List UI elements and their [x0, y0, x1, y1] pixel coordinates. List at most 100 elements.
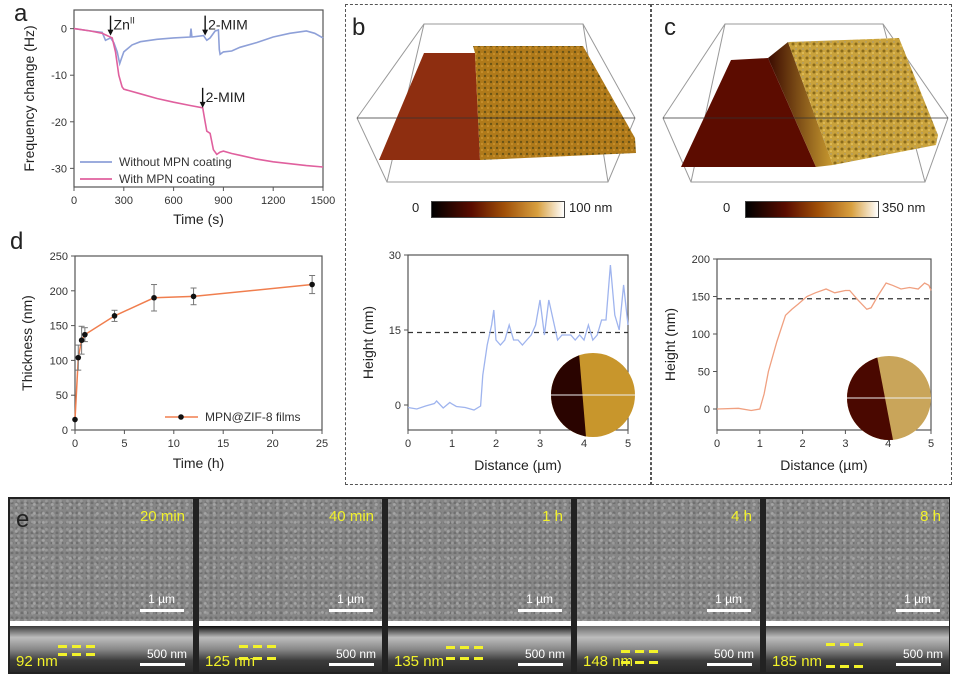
y-tick-label: -10 [51, 70, 67, 82]
series-line-0 [73, 27, 324, 67]
y-tick-label: 100 [692, 329, 710, 341]
chart-frequency-change: 0 300 600 900 1200 1500 0 -10 -20 -30 Time (s) Freq… [21, 9, 335, 227]
x-tick-label: 10 [168, 438, 180, 450]
y-tick-label: 15 [389, 325, 401, 337]
panel-label-d: d [10, 228, 24, 255]
thickness-marker-bottom [446, 657, 484, 660]
sem-top-view-image [577, 499, 760, 621]
x-tick-label: 0 [72, 438, 78, 450]
data-point [72, 416, 78, 423]
sem-top-view-image [766, 499, 949, 621]
series-line-0 [716, 282, 932, 412]
panel-label-e: e [16, 506, 30, 533]
plot-frame [73, 9, 324, 188]
sem-top-scale-label: 1 µm [904, 592, 931, 606]
x-tick-label: 4 [581, 438, 587, 450]
x-tick-label: 1 [757, 438, 763, 450]
colorbar-c-max: 350 nm [882, 200, 926, 215]
arrow-head [202, 29, 209, 36]
x-axis-label: Distance (µm) [474, 457, 561, 473]
x-tick-label: 3 [842, 438, 848, 450]
sem-time-label: 4 h [731, 508, 752, 525]
sem-time-label: 20 min [139, 508, 185, 525]
sem-tile: 8 h 1 µm 185 nm 500 nm [766, 499, 949, 672]
x-tick-label: 0 [405, 438, 411, 450]
sem-thickness-label: 185 nm [772, 653, 823, 670]
annotation-label: 2-MIM [206, 89, 246, 105]
colorbar-c [745, 201, 879, 218]
sem-top-scale-label: 1 µm [337, 592, 364, 606]
thickness-marker-bottom [58, 653, 96, 656]
x-tick-label: 0 [71, 195, 77, 207]
y-tick-label: 150 [50, 321, 68, 333]
y-tick-label: 250 [50, 251, 68, 263]
sem-tile: 1 h 1 µm 135 nm 500 nm [388, 499, 571, 672]
sem-cross-scale-label: 500 nm [146, 647, 187, 661]
y-tick-label: -20 [51, 117, 67, 129]
legend-label: MPN@ZIF-8 films [205, 410, 301, 424]
series-line-0 [407, 264, 629, 411]
panel-c-frame [651, 4, 952, 485]
y-tick-label: 0 [704, 404, 710, 416]
sem-top-scale-bar [896, 609, 940, 612]
sem-top-scale-bar [140, 609, 184, 612]
sem-thickness-label: 148 nm [583, 653, 634, 670]
sem-top-view-image [199, 499, 382, 621]
thickness-marker-top [446, 646, 484, 649]
y-tick-label: 200 [692, 254, 710, 266]
sem-top-scale-label: 1 µm [148, 592, 175, 606]
sem-thickness-label: 135 nm [394, 653, 445, 670]
data-point [78, 337, 85, 344]
sem-cross-scale-bar [896, 663, 941, 666]
sem-cross-scale-label: 500 nm [902, 647, 943, 661]
thickness-marker-bottom [621, 661, 659, 664]
x-tick-label: 20 [266, 438, 278, 450]
arrow-head [199, 101, 206, 108]
x-axis-label: Time (s) [173, 211, 224, 227]
data-point [75, 354, 82, 361]
data-point [309, 281, 315, 288]
sem-top-scale-bar [329, 609, 373, 612]
x-axis-label: Time (h) [173, 455, 225, 471]
x-tick-label: 1200 [261, 195, 285, 207]
series-line-1 [73, 27, 324, 168]
sem-top-view-image [388, 499, 571, 621]
x-tick-label: 3 [537, 438, 543, 450]
thickness-marker-bottom [826, 665, 864, 668]
sem-top-scale-label: 1 µm [715, 592, 742, 606]
afm-3d-image-b [356, 23, 636, 183]
x-tick-label: 600 [164, 195, 182, 207]
plot-frame [407, 254, 629, 431]
panel-label-c: c [664, 14, 676, 41]
sem-cross-scale-bar [329, 663, 374, 666]
sem-thickness-label: 125 nm [205, 653, 256, 670]
arrow-head [107, 29, 114, 36]
legend-label: With MPN coating [119, 172, 215, 186]
plot-frame [74, 255, 323, 431]
sem-cross-scale-label: 500 nm [335, 647, 376, 661]
y-axis-label: Height (nm) [360, 306, 376, 379]
annotation-label: 2-MIM [208, 17, 248, 33]
y-tick-label: 150 [692, 292, 710, 304]
y-tick-label: 50 [56, 390, 68, 402]
x-tick-label: 300 [115, 195, 133, 207]
chart-afm-profile-b: 0 1 2 3 4 5 0 15 30 Distance (µm) Height (nm) [360, 250, 635, 473]
sem-thickness-label: 92 nm [16, 653, 58, 670]
sem-cross-scale-bar [140, 663, 185, 666]
y-axis-label: Height (nm) [662, 308, 678, 381]
y-tick-label: 100 [50, 355, 68, 367]
panel-label-a: a [14, 0, 28, 27]
sem-cross-scale-label: 500 nm [713, 647, 754, 661]
sem-cross-scale-bar [707, 663, 752, 666]
colorbar-b [431, 201, 565, 218]
sem-time-label: 1 h [542, 508, 563, 525]
annotation-label: ZnII [114, 16, 135, 33]
y-tick-label: 0 [395, 400, 401, 412]
sem-cross-scale-bar [518, 663, 563, 666]
colorbar-b-max: 100 nm [569, 200, 613, 215]
legend-marker [178, 414, 184, 420]
sem-image-row: 20 min 1 µm 92 nm 500 nm 40 min 1 µm 125… [10, 499, 949, 672]
x-axis-label: Distance (µm) [780, 457, 867, 473]
